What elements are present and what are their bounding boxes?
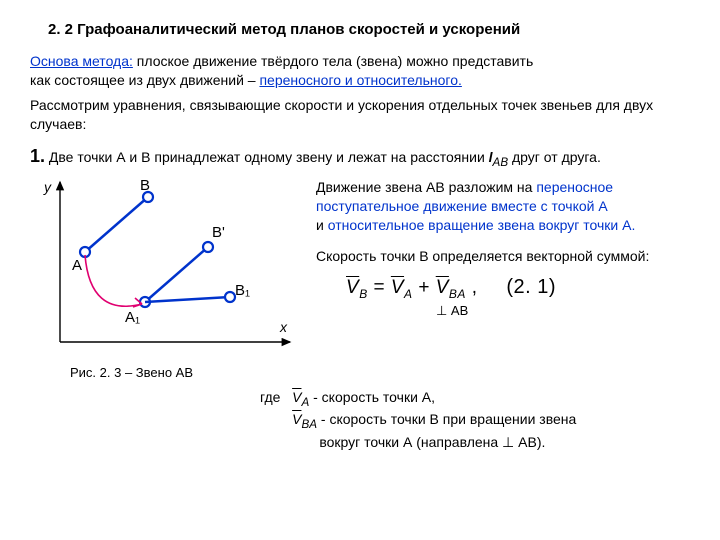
case-text: Две точки А и В принадлежат одному звену… (45, 149, 489, 165)
eq-vba: V (436, 277, 449, 298)
m-l3c: вращение звена вокруг точки А. (424, 217, 635, 233)
m-l1b: переносное (536, 179, 613, 195)
m-l2: поступательное движение вместе с точкой … (316, 198, 608, 214)
basis-t1: плоское движение твёрдого тела (звена) м… (133, 53, 533, 69)
definitions: где VA - скорость точки А, где.. VBA - с… (260, 388, 690, 452)
label-Bprime: B' (212, 224, 225, 241)
m-l3a: и (316, 217, 328, 233)
eq-va: V (391, 277, 404, 298)
def-vba-sub: BA (301, 418, 317, 431)
def-vba-t2: вокруг точки А (направлена ⊥ АВ). (315, 434, 545, 450)
axis-x-label: x (279, 319, 288, 335)
eq-va-sub: A (404, 287, 413, 301)
m-l1a: Движение звена АВ разложим на (316, 179, 536, 195)
figure-text-row: y x A B B' A₁ B₁ Рис. 2. 3 – Звено АВ (30, 172, 690, 382)
velocity-intro: Скорость точки В определяется векторной … (316, 247, 690, 266)
basis-emph: переносного и относительного. (259, 72, 461, 88)
eq-vb-sub: B (359, 287, 368, 301)
def-va-txt: - скорость точки А, (309, 389, 435, 405)
where-label: где (260, 389, 280, 405)
label-B: B (140, 177, 150, 194)
equation-2-1: VB = VA + VBA , (2. 1) (346, 274, 690, 302)
axis-y-label: y (43, 179, 52, 195)
basis-lead: Основа метода: (30, 53, 133, 69)
case-1: 1. Две точки А и В принадлежат одному зв… (30, 144, 690, 171)
eq-vb: V (346, 277, 359, 298)
eq-perp: ⊥ АВ (436, 302, 690, 320)
diagram-svg: y x A B B' A₁ B₁ (30, 172, 300, 362)
case-rest: друг от друга. (508, 149, 601, 165)
eq-eq: = (368, 277, 391, 298)
figure-column: y x A B B' A₁ B₁ Рис. 2. 3 – Звено АВ (30, 172, 310, 382)
motion-text: Движение звена АВ разложим на переносное… (316, 178, 690, 235)
label-A1: A₁ (125, 309, 140, 326)
eq-plus: + (413, 277, 436, 298)
eq-number: (2. 1) (506, 276, 556, 298)
basis-t2: как состоящее из двух движений – (30, 72, 259, 88)
text-column: Движение звена АВ разложим на переносное… (310, 172, 690, 319)
basis-paragraph: Основа метода: плоское движение твёрдого… (30, 52, 690, 90)
m-l3b: относительное (328, 217, 425, 233)
eq-vba-sub: BA (449, 287, 466, 301)
case-l-sub: AB (493, 156, 509, 169)
eq-comma: , (466, 277, 478, 298)
figure-caption: Рис. 2. 3 – Звено АВ (70, 364, 310, 382)
def-vba-t1: - скорость точки В при вращении звена (317, 411, 576, 427)
label-A: A (72, 257, 82, 274)
intro-paragraph: Рассмотрим уравнения, связывающие скорос… (30, 96, 690, 134)
label-B1: B₁ (235, 282, 250, 299)
case-number: 1. (30, 146, 45, 166)
section-title: 2. 2 Графоаналитический метод планов ско… (48, 20, 690, 40)
